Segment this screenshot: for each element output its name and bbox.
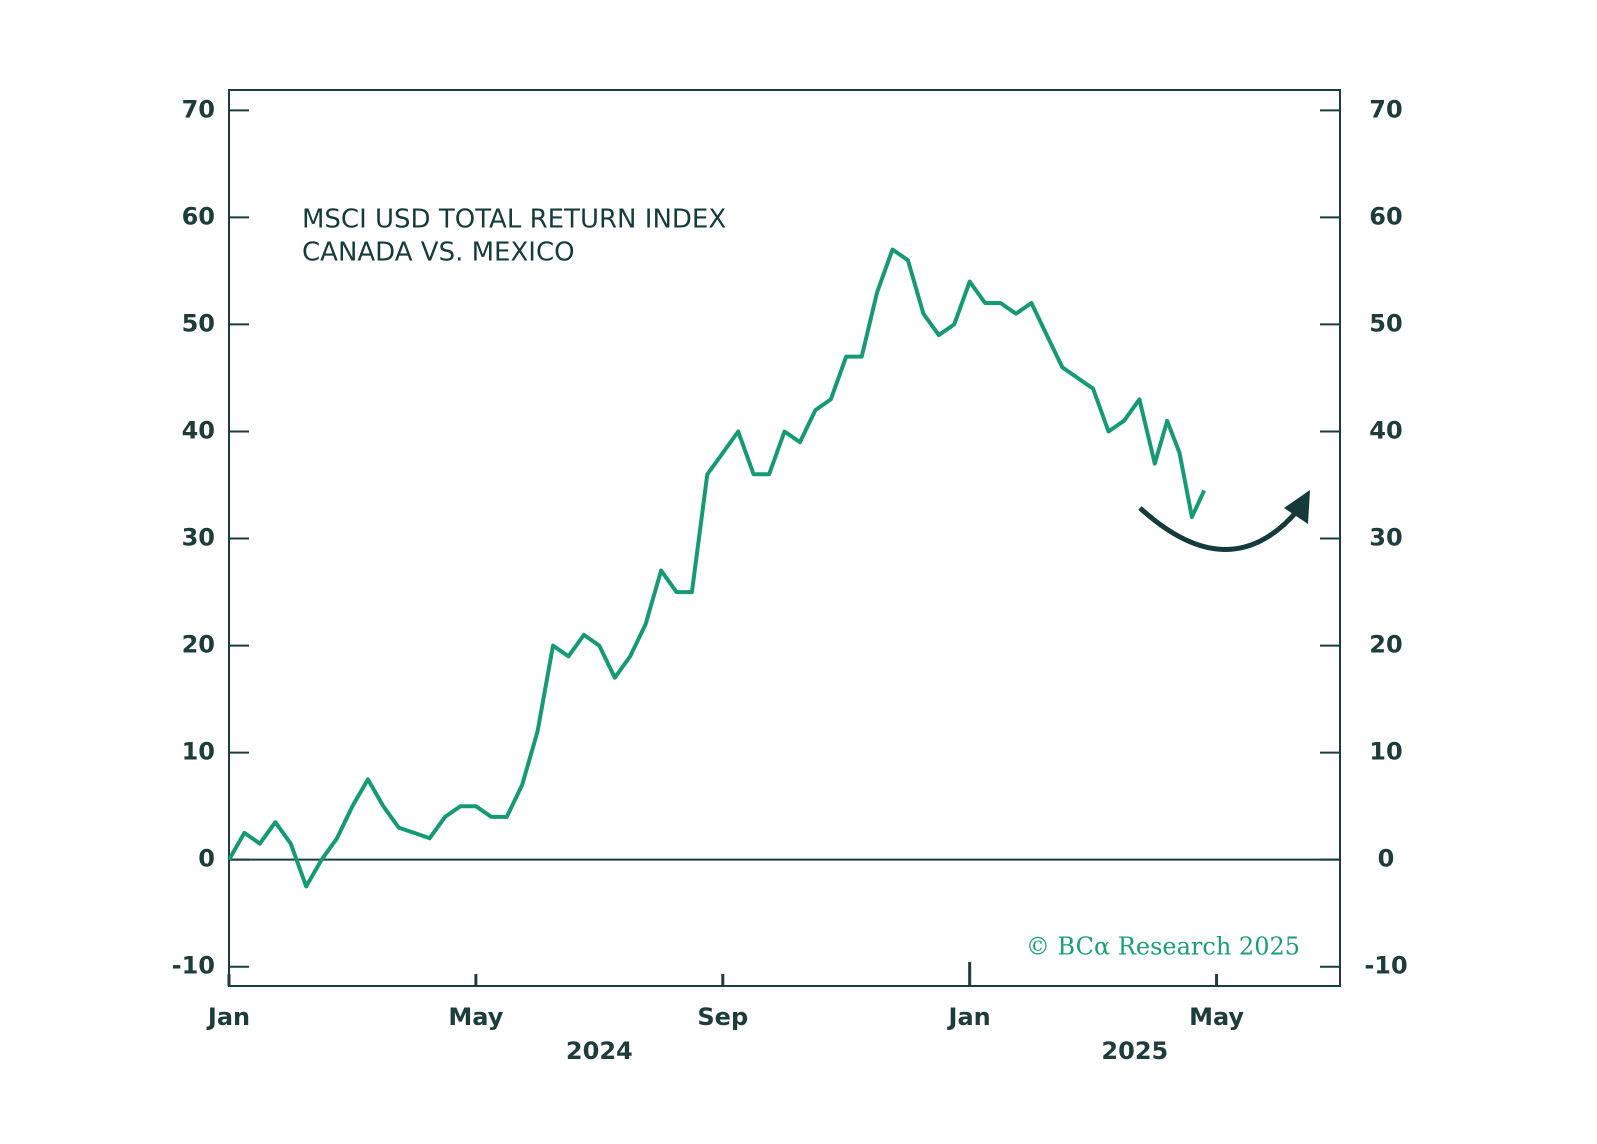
source: © BCα Research 2025 xyxy=(1026,933,1300,961)
y2-tick-label: -10 xyxy=(1364,952,1407,980)
y-tick-label: 40 xyxy=(182,416,215,444)
y-tick-label: 60 xyxy=(182,202,215,230)
y2-tick-label: 0 xyxy=(1378,845,1395,873)
data-line xyxy=(227,247,1207,889)
chart-title: MSCI USD TOTAL RETURN INDEX xyxy=(302,205,726,235)
x-tick-label: Jan xyxy=(206,1003,250,1031)
y-tick-label: 0 xyxy=(198,845,215,873)
y2-tick-label: 40 xyxy=(1369,416,1402,444)
y-tick-label: 50 xyxy=(182,309,215,337)
y-tick-label: 70 xyxy=(182,95,215,123)
x-tick-label: May xyxy=(448,1003,503,1031)
arrow-head xyxy=(1284,490,1310,524)
year-label: 2025 xyxy=(1101,1037,1168,1065)
chart-title: CANADA VS. MEXICO xyxy=(302,238,575,268)
y2-tick-label: 70 xyxy=(1369,95,1402,123)
y2-tick-label: 20 xyxy=(1369,631,1402,659)
x-tick-label: May xyxy=(1189,1003,1244,1031)
y-tick-label: -10 xyxy=(172,952,215,980)
x-tick-label: Sep xyxy=(697,1003,748,1031)
year-label: 2024 xyxy=(566,1037,633,1065)
y2-tick-label: 30 xyxy=(1369,524,1402,552)
y2-tick-label: 50 xyxy=(1369,309,1402,337)
y-tick-label: 30 xyxy=(182,524,215,552)
y-tick-label: 20 xyxy=(182,631,215,659)
y-tick-label: 10 xyxy=(182,738,215,766)
y2-tick-label: 10 xyxy=(1369,738,1402,766)
annotation-arrow xyxy=(1138,506,1300,552)
y2-tick-label: 60 xyxy=(1369,202,1402,230)
x-tick-label: Jan xyxy=(947,1003,991,1031)
